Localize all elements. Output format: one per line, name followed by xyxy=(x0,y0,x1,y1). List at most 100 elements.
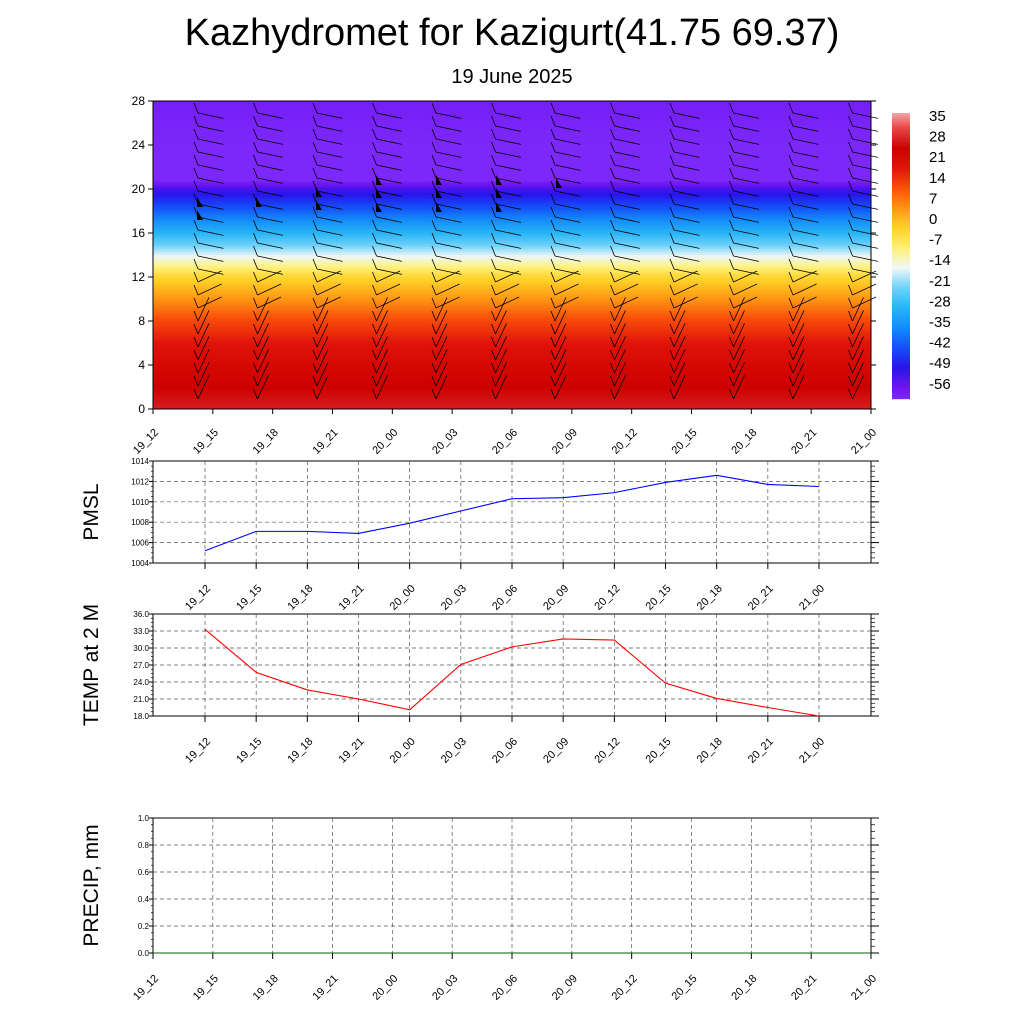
wind-barb xyxy=(554,164,581,171)
wind-barb xyxy=(495,164,522,171)
colorbar-swatch xyxy=(892,245,910,248)
temperature-band xyxy=(153,291,871,294)
temperature-band xyxy=(153,257,871,260)
wind-barb xyxy=(669,167,675,179)
wind-barb xyxy=(197,190,224,197)
colorbar-swatch xyxy=(892,127,910,130)
temperature-band xyxy=(153,341,871,344)
temperature-band xyxy=(153,143,871,146)
wind-barb xyxy=(495,229,522,236)
wind-barb xyxy=(316,297,329,322)
colorbar-swatch xyxy=(892,161,910,164)
temperature-band xyxy=(153,349,871,352)
y-tick-label: 4 xyxy=(138,358,145,372)
pmsl-chart-x-tick-label: 20_00 xyxy=(388,583,418,613)
wind-barb xyxy=(673,296,698,309)
wind-barb xyxy=(792,323,805,348)
wind-barb xyxy=(852,270,877,283)
precip-chart-x-tick-label: 20_18 xyxy=(729,973,759,1003)
wind-pennant xyxy=(316,200,322,210)
wind-barb xyxy=(733,270,758,283)
wind-barb xyxy=(729,102,734,114)
colorbar-swatch xyxy=(892,391,910,394)
wind-barb xyxy=(792,190,819,197)
wind-barb xyxy=(435,255,462,262)
wind-barb xyxy=(253,284,258,296)
temperature-band xyxy=(153,303,871,306)
wind-barb xyxy=(495,203,522,210)
wind-barb xyxy=(312,284,318,296)
wind-barb xyxy=(312,310,318,322)
colorbar-swatch xyxy=(892,235,910,238)
wind-barb xyxy=(495,151,522,158)
wind-barb xyxy=(372,167,377,179)
wind-barb xyxy=(673,310,686,335)
wind-barb xyxy=(848,388,853,400)
wind-barb xyxy=(197,112,224,119)
wind-barb xyxy=(376,190,403,197)
temp-chart-x-tick-label: 20_06 xyxy=(490,736,520,766)
temp-chart-x-tick-label: 21_00 xyxy=(797,736,827,766)
colorbar-swatch xyxy=(892,229,910,232)
colorbar-swatch xyxy=(892,159,910,162)
wind-barb xyxy=(733,242,760,249)
cross-section-x-tick-label: 19_18 xyxy=(251,427,281,457)
wind-barb xyxy=(435,283,460,296)
temperature-band xyxy=(153,279,871,282)
temperature-band xyxy=(153,133,871,136)
wind-barb xyxy=(316,203,343,210)
temperature-band xyxy=(153,247,871,250)
temperature-band xyxy=(153,393,871,396)
wind-barb xyxy=(614,242,641,249)
wind-barb xyxy=(253,245,258,257)
wind-barb xyxy=(431,141,437,153)
wind-barb xyxy=(435,242,462,249)
temperature-band xyxy=(153,157,871,160)
colorbar-swatch xyxy=(892,337,910,340)
temperature-band xyxy=(153,269,871,272)
wind-barb xyxy=(316,283,341,296)
wind-barb xyxy=(372,258,377,270)
wind-barb xyxy=(372,219,377,231)
wind-barb xyxy=(312,258,318,270)
wind-barb xyxy=(376,255,403,262)
wind-barb xyxy=(312,388,318,400)
temperature-band xyxy=(153,113,871,116)
wind-barb xyxy=(491,232,496,244)
precip-chart: 0.0 0.2 0.4 0.6 0.8 1.0 19_12 19_15 19_18 19_21 20… xyxy=(80,814,879,1003)
wind-barb xyxy=(848,362,853,374)
wind-barb xyxy=(669,219,675,231)
temperature-band xyxy=(153,101,871,104)
cross-section-x-tick-label: 20_21 xyxy=(789,427,819,457)
wind-barb xyxy=(197,138,224,145)
temperature-band xyxy=(153,275,871,278)
wind-barb xyxy=(733,190,760,197)
colorbar-swatch xyxy=(892,371,910,374)
temp-chart-x-tick-label: 20_18 xyxy=(695,736,725,766)
series-line xyxy=(204,628,820,717)
wind-barb xyxy=(848,349,853,361)
wind-barb xyxy=(372,297,377,309)
temperature-band xyxy=(153,329,871,332)
wind-barb xyxy=(257,375,269,400)
wind-barb xyxy=(435,375,448,400)
wind-barb xyxy=(550,180,556,192)
colorbar-label: -42 xyxy=(929,335,951,352)
temperature-band xyxy=(153,195,871,198)
wind-pennant xyxy=(376,188,382,198)
temperature-band xyxy=(153,213,871,216)
y-tick-label: 0.4 xyxy=(138,895,150,904)
wind-barb xyxy=(491,180,496,192)
temperature-band xyxy=(153,369,871,372)
colorbar-swatch xyxy=(892,343,910,346)
wind-barb xyxy=(257,151,284,158)
precip-chart-x-tick-label: 20_12 xyxy=(610,973,640,1003)
wind-pennant xyxy=(376,175,382,185)
y-tick-label: 1010 xyxy=(131,498,149,507)
temperature-band xyxy=(153,131,871,134)
temperature-band xyxy=(153,345,871,348)
wind-barb xyxy=(792,112,819,119)
wind-barb xyxy=(257,190,284,197)
wind-barb xyxy=(550,284,556,296)
cross-section-x-tick-label: 20_00 xyxy=(370,427,400,457)
